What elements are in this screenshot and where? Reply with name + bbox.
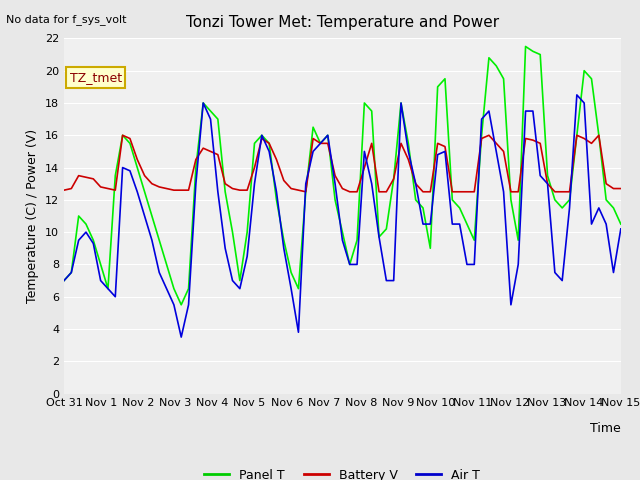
Title: Tonzi Tower Met: Temperature and Power: Tonzi Tower Met: Temperature and Power [186, 15, 499, 30]
X-axis label: Time: Time [590, 422, 621, 435]
Text: TZ_tmet: TZ_tmet [70, 71, 122, 84]
Y-axis label: Temperature (C) / Power (V): Temperature (C) / Power (V) [26, 129, 39, 303]
Legend: Panel T, Battery V, Air T: Panel T, Battery V, Air T [200, 464, 485, 480]
Text: No data for f_sys_volt: No data for f_sys_volt [6, 14, 127, 25]
